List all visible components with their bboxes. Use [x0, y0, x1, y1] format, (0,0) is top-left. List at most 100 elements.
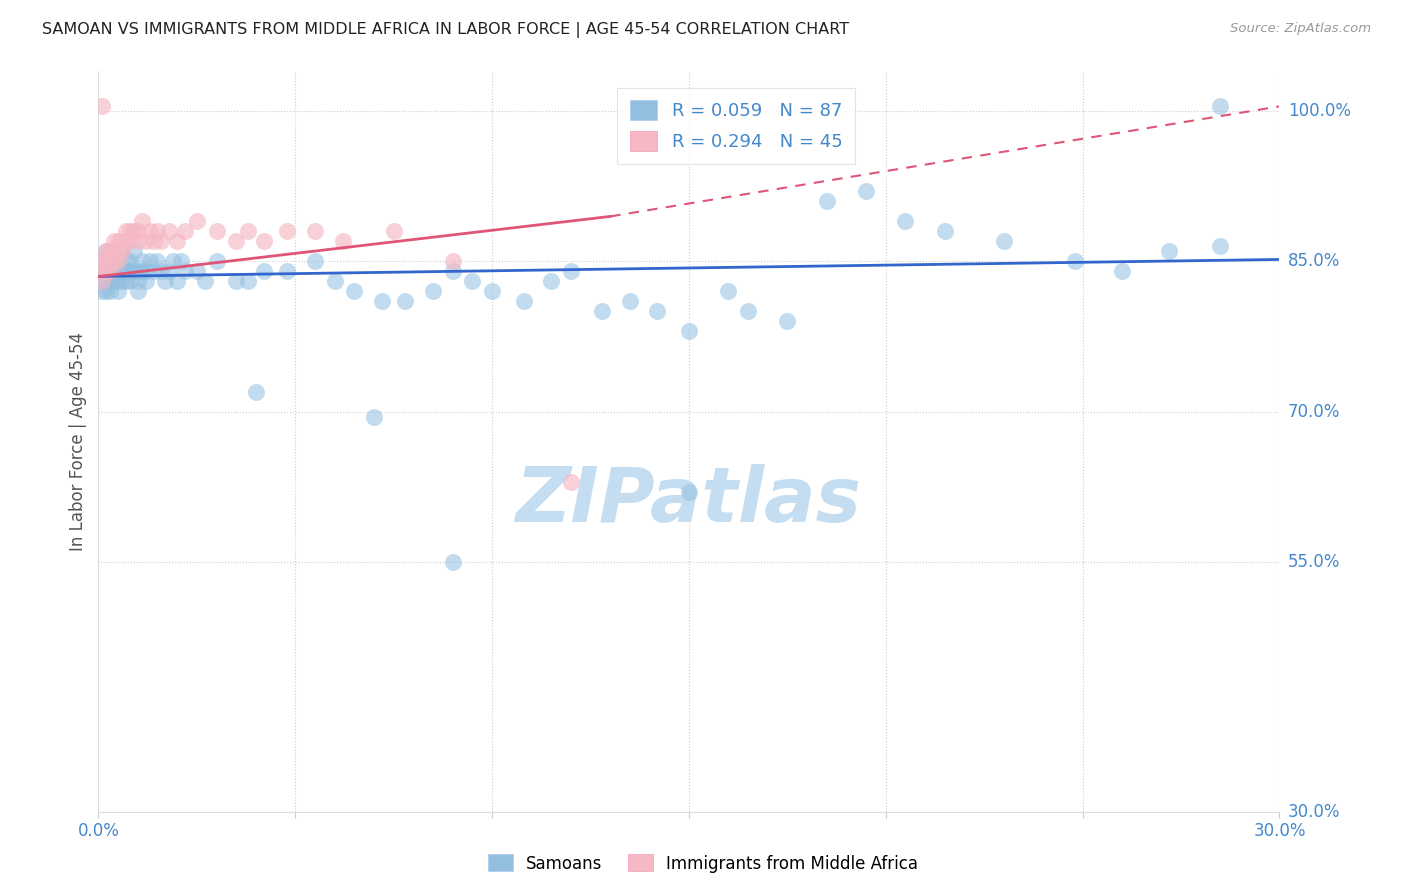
Point [162, 254, 184, 268]
Point [91, 254, 114, 268]
Point [115, 264, 138, 278]
Point [111, 235, 134, 249]
Point [245, 384, 267, 399]
Point [678, 325, 700, 339]
Point [107, 254, 129, 268]
Point [1209, 239, 1232, 253]
Point [96, 264, 118, 278]
Point [146, 254, 169, 268]
Point [107, 275, 129, 289]
Point [115, 275, 138, 289]
Point [155, 275, 177, 289]
Point [115, 224, 138, 238]
Y-axis label: In Labor Force | Age 45-54: In Labor Force | Age 45-54 [69, 332, 87, 551]
Text: 85.0%: 85.0% [1288, 252, 1340, 270]
Point [98, 275, 121, 289]
Point [142, 235, 165, 249]
Point [776, 314, 799, 328]
Point [115, 235, 138, 249]
Point [461, 275, 484, 289]
Point [512, 294, 534, 309]
Point [138, 254, 160, 268]
Point [993, 235, 1015, 249]
Point [127, 275, 149, 289]
Point [135, 275, 157, 289]
Point [122, 224, 145, 238]
Point [253, 235, 276, 249]
Point [186, 214, 208, 228]
Point [150, 264, 173, 278]
Point [107, 264, 129, 278]
Text: 70.0%: 70.0% [1288, 402, 1340, 420]
Point [253, 264, 276, 278]
Point [174, 224, 197, 238]
Point [441, 264, 464, 278]
Point [934, 224, 956, 238]
Point [170, 254, 193, 268]
Point [98, 244, 121, 259]
Point [332, 235, 354, 249]
Point [166, 275, 188, 289]
Point [166, 235, 188, 249]
Point [174, 264, 197, 278]
Point [91, 264, 114, 278]
Legend: R = 0.059   N = 87, R = 0.294   N = 45: R = 0.059 N = 87, R = 0.294 N = 45 [617, 87, 855, 163]
Point [118, 254, 141, 268]
Point [225, 275, 247, 289]
Point [111, 244, 134, 259]
Point [127, 235, 149, 249]
Point [103, 264, 125, 278]
Point [1111, 264, 1133, 278]
Point [91, 275, 114, 289]
Point [540, 275, 562, 289]
Point [382, 224, 405, 238]
Point [115, 254, 138, 268]
Text: Source: ZipAtlas.com: Source: ZipAtlas.com [1230, 22, 1371, 36]
Point [276, 264, 298, 278]
Text: 30.0%: 30.0% [1288, 803, 1340, 821]
Point [157, 264, 180, 278]
Point [205, 224, 228, 238]
Text: 100.0%: 100.0% [1288, 103, 1351, 120]
Point [304, 254, 326, 268]
Point [619, 294, 641, 309]
Point [98, 264, 121, 278]
Point [98, 285, 121, 299]
Point [481, 285, 503, 299]
Point [122, 264, 145, 278]
Point [98, 254, 121, 268]
Point [91, 254, 114, 268]
Point [1063, 254, 1085, 268]
Point [138, 224, 160, 238]
Point [96, 275, 118, 289]
Point [717, 285, 740, 299]
Point [96, 285, 118, 299]
Point [236, 275, 259, 289]
Point [737, 304, 759, 318]
Point [131, 264, 153, 278]
Point [103, 244, 125, 259]
Point [98, 264, 121, 278]
Point [225, 235, 247, 249]
Point [678, 484, 700, 499]
Point [111, 244, 134, 259]
Point [142, 264, 165, 278]
Point [1159, 244, 1181, 259]
Point [103, 254, 125, 268]
Point [107, 285, 129, 299]
Point [363, 409, 385, 424]
Point [111, 275, 134, 289]
Text: ZIPatlas: ZIPatlas [516, 464, 862, 538]
Point [118, 224, 141, 238]
Point [131, 214, 153, 228]
Point [855, 185, 877, 199]
Point [98, 254, 121, 268]
Point [422, 285, 444, 299]
Point [103, 275, 125, 289]
Point [91, 275, 114, 289]
Point [560, 475, 582, 489]
Point [91, 264, 114, 278]
Point [323, 275, 346, 289]
Point [135, 264, 157, 278]
Point [96, 254, 118, 268]
